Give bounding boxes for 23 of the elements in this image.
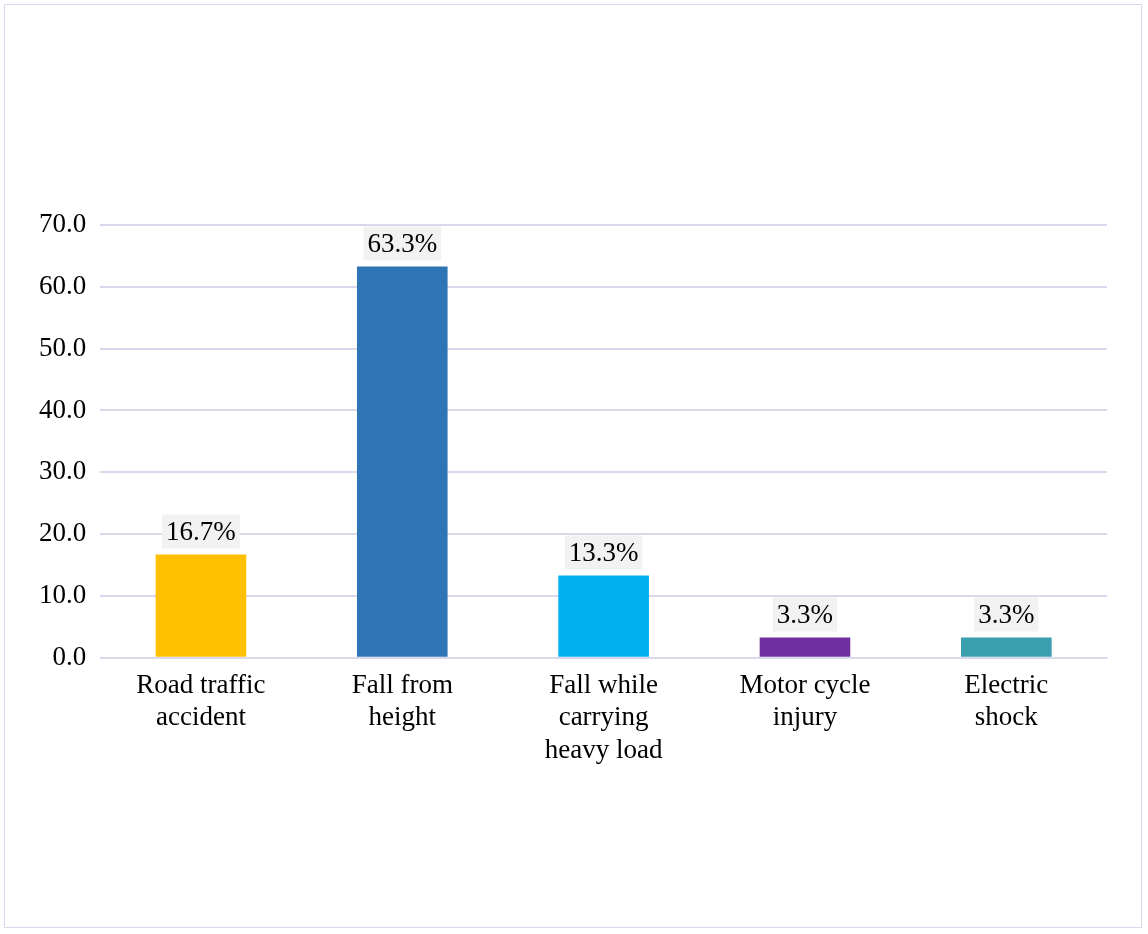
y-tick-label: 10.0 (39, 579, 87, 610)
data-label: 3.3% (776, 598, 834, 629)
y-tick-label: 0.0 (52, 640, 87, 671)
x-tick-label: Motor cycle injury (739, 669, 871, 732)
data-label: 16.7% (166, 516, 236, 547)
bar (356, 266, 448, 657)
x-tick-label: Fall from height (351, 669, 453, 732)
data-label: 3.3% (978, 598, 1035, 629)
bar (759, 637, 851, 657)
x-tick-label: Electric shock (964, 669, 1049, 732)
bar (558, 575, 649, 657)
y-tick-label: 30.0 (39, 455, 87, 486)
y-tick-label: 40.0 (39, 393, 87, 424)
data-label: 13.3% (568, 537, 639, 568)
y-tick-label: 60.0 (39, 269, 87, 300)
x-tick-label: Road traffic accident (136, 669, 266, 732)
y-tick-label: 50.0 (39, 331, 87, 362)
x-tick-label: Fall while carrying heavy load (544, 669, 663, 764)
data-label: 63.3% (367, 228, 438, 259)
bar (155, 554, 247, 657)
bar (961, 637, 1052, 657)
y-tick-label: 20.0 (39, 517, 87, 548)
y-tick-label: 70.0 (39, 208, 87, 239)
